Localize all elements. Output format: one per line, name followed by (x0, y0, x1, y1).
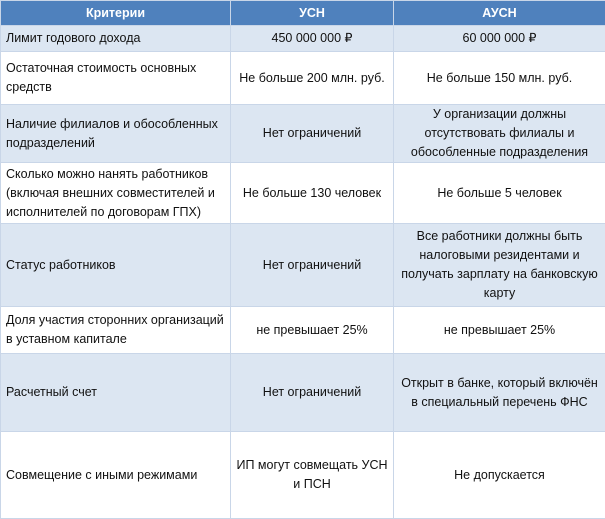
table-row: Сколько можно нанять работников (включая… (1, 163, 605, 224)
criterion-cell: Остаточная стоимость основных средств (1, 52, 231, 105)
criterion-cell: Совмещение с иными режимами (1, 432, 231, 519)
value-cell: ИП могут совмещать УСН и ПСН (231, 432, 394, 519)
value-cell: Нет ограничений (231, 105, 394, 163)
value-cell: Все работники должны быть налоговыми рез… (394, 224, 605, 307)
header-cell: АУСН (394, 1, 605, 26)
value-cell: 450 000 000 ₽ (231, 26, 394, 52)
value-cell: Открыт в банке, который включён в специа… (394, 354, 605, 432)
value-cell: 60 000 000 ₽ (394, 26, 605, 52)
criterion-cell: Сколько можно нанять работников (включая… (1, 163, 231, 224)
value-cell: Не больше 200 млн. руб. (231, 52, 394, 105)
value-cell: Не больше 150 млн. руб. (394, 52, 605, 105)
value-cell: не превышает 25% (394, 307, 605, 354)
header-cell: Критерии (1, 1, 231, 26)
criterion-cell: Расчетный счет (1, 354, 231, 432)
table-row: Доля участия сторонних организаций в уст… (1, 307, 605, 354)
value-cell: Не больше 130 человек (231, 163, 394, 224)
criterion-cell: Статус работников (1, 224, 231, 307)
criterion-cell: Наличие филиалов и обособленных подразде… (1, 105, 231, 163)
value-cell: Не больше 5 человек (394, 163, 605, 224)
value-cell: У организации должны отсутствовать филиа… (394, 105, 605, 163)
value-cell: не превышает 25% (231, 307, 394, 354)
value-cell: Не допускается (394, 432, 605, 519)
header-cell: УСН (231, 1, 394, 26)
table-row: Наличие филиалов и обособленных подразде… (1, 105, 605, 163)
value-cell: Нет ограничений (231, 354, 394, 432)
value-cell: Нет ограничений (231, 224, 394, 307)
criterion-cell: Доля участия сторонних организаций в уст… (1, 307, 231, 354)
criterion-cell: Лимит годового дохода (1, 26, 231, 52)
